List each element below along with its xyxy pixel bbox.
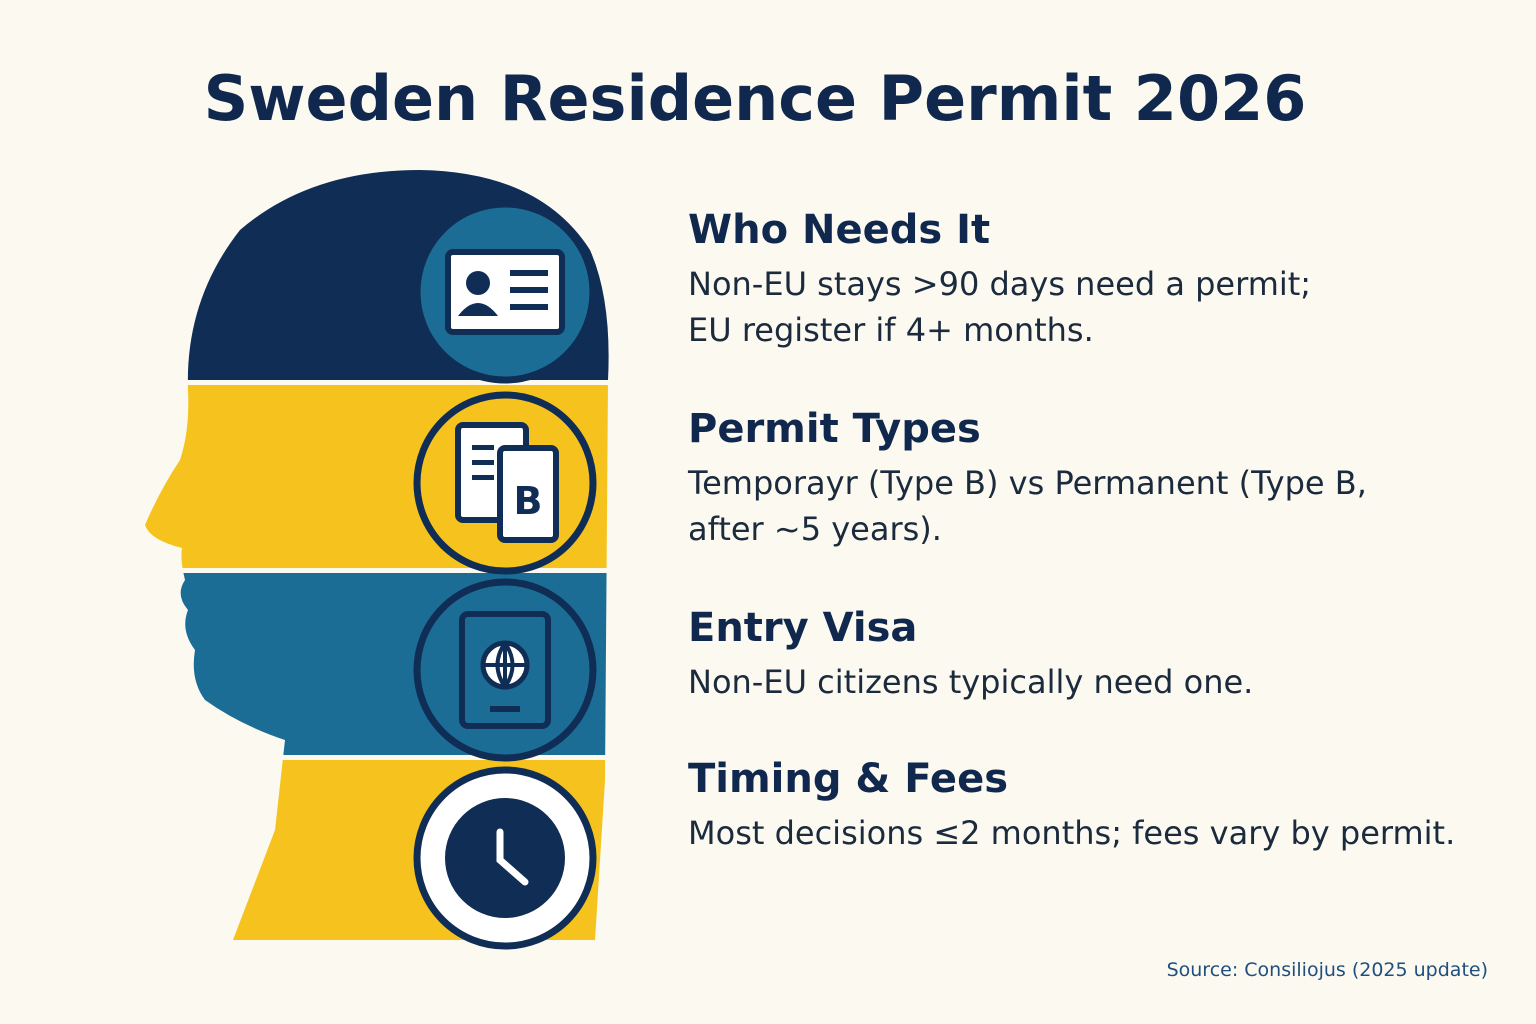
section-heading: Entry Visa [688,605,917,651]
section-heading: Permit Types [688,406,981,452]
section-text: Non-EU stays >90 days need a permit; [688,265,1311,303]
icon-id-card [413,200,597,384]
section-text: after ~5 years). [688,510,942,548]
icon-passport [413,578,597,762]
section-text: Most decisions ≤2 months; fees vary by p… [688,814,1455,852]
section-heading: Who Needs It [688,207,990,253]
icon-clock [413,766,597,950]
icon-letter: B [514,479,543,523]
title: Sweden Residence Permit 2026 [204,62,1307,135]
source-note: Source: Consiliojus (2025 update) [1167,959,1488,981]
section-text: Temporayr (Type B) vs Permanent (Type B, [687,464,1367,502]
icon-documents: B [413,391,597,575]
section-text: Non-EU citizens typically need one. [688,663,1253,701]
section-text: EU register if 4+ months. [688,311,1094,349]
section-heading: Timing & Fees [688,756,1008,802]
